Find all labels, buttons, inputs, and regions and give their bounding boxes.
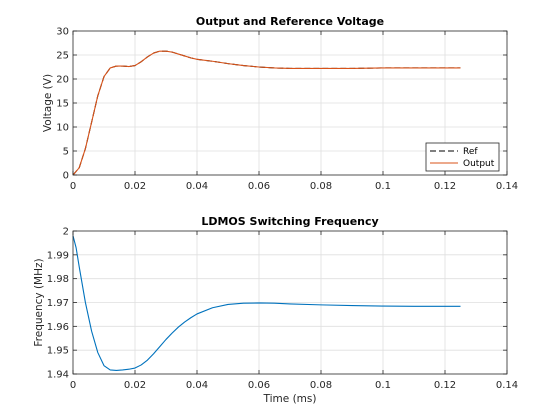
chart1-x-tick-label: 0.14 — [496, 380, 518, 391]
chart0-y-tick-label: 0 — [63, 171, 69, 182]
chart0-legend: Ref Output — [425, 142, 500, 172]
chart0-x-tick-label: 0.14 — [496, 181, 518, 192]
chart1-x-tick-label: 0.02 — [124, 380, 146, 391]
chart0-legend-label-ref: Ref — [463, 147, 478, 157]
chart0-title: Output and Reference Voltage — [196, 15, 384, 28]
chart1-y-tick-label: 1.96 — [47, 322, 69, 333]
chart1-x-tick-label: 0.06 — [248, 380, 270, 391]
chart0-series-line-output — [72, 50, 461, 176]
chart1-axes: 0 0.02 0.04 0.06 0.08 0.1 0.12 0.14 1.94 1.95 1.96… — [33, 215, 518, 405]
chart0-y-tick-label: 20 — [56, 75, 69, 86]
chart0-x-tick-label: 0 — [70, 181, 76, 192]
chart0-x-tick-label: 0.06 — [248, 181, 270, 192]
chart1-x-tick-label: 0.04 — [186, 380, 208, 391]
chart0-y-tick-label: 30 — [56, 27, 69, 38]
chart0-x-tick-label: 0.08 — [310, 181, 332, 192]
chart1-y-tick-label: 1.95 — [47, 346, 69, 357]
chart1-series-line-0 — [72, 235, 461, 371]
chart1-y-tick-label: 1.98 — [47, 274, 69, 285]
chart0-y-tick-label: 10 — [56, 123, 69, 134]
chart1-y-tick-label: 1.97 — [47, 298, 69, 309]
chart0-y-tick-label: 15 — [56, 99, 69, 110]
chart1-y-tick-label: 1.99 — [47, 250, 69, 261]
chart1-x-tick-label: 0 — [70, 380, 76, 391]
chart0-x-tick-label: 0.12 — [434, 181, 456, 192]
chart1-y-tick-label: 1.94 — [47, 370, 69, 381]
chart0-y-tick-label: 25 — [56, 51, 69, 62]
chart1-y-axis-label: Frequency (MHz) — [33, 258, 45, 346]
chart0-legend-label-output: Output — [463, 159, 495, 169]
chart0-x-tick-label: 0.04 — [186, 181, 208, 192]
chart0-legend-box — [425, 142, 500, 172]
chart0-axes: 0 0.02 0.04 0.06 0.08 0.1 0.12 0.14 0 5 10 15 20 25 30… — [42, 15, 518, 192]
chart1-x-axis-label: Time (ms) — [263, 393, 317, 405]
chart1-x-tick-label: 0.12 — [434, 380, 456, 391]
chart1-title: LDMOS Switching Frequency — [201, 215, 378, 228]
chart1-x-tick-label: 0.1 — [375, 380, 391, 391]
chart0-y-tick-label: 5 — [63, 147, 69, 158]
chart1-y-tick-label: 2 — [63, 227, 69, 238]
chart0-x-tick-label: 0.02 — [124, 181, 146, 192]
chart0-x-tick-label: 0.1 — [375, 181, 391, 192]
chart0-y-axis-label: Voltage (V) — [42, 74, 54, 132]
chart1-x-tick-label: 0.08 — [310, 380, 332, 391]
